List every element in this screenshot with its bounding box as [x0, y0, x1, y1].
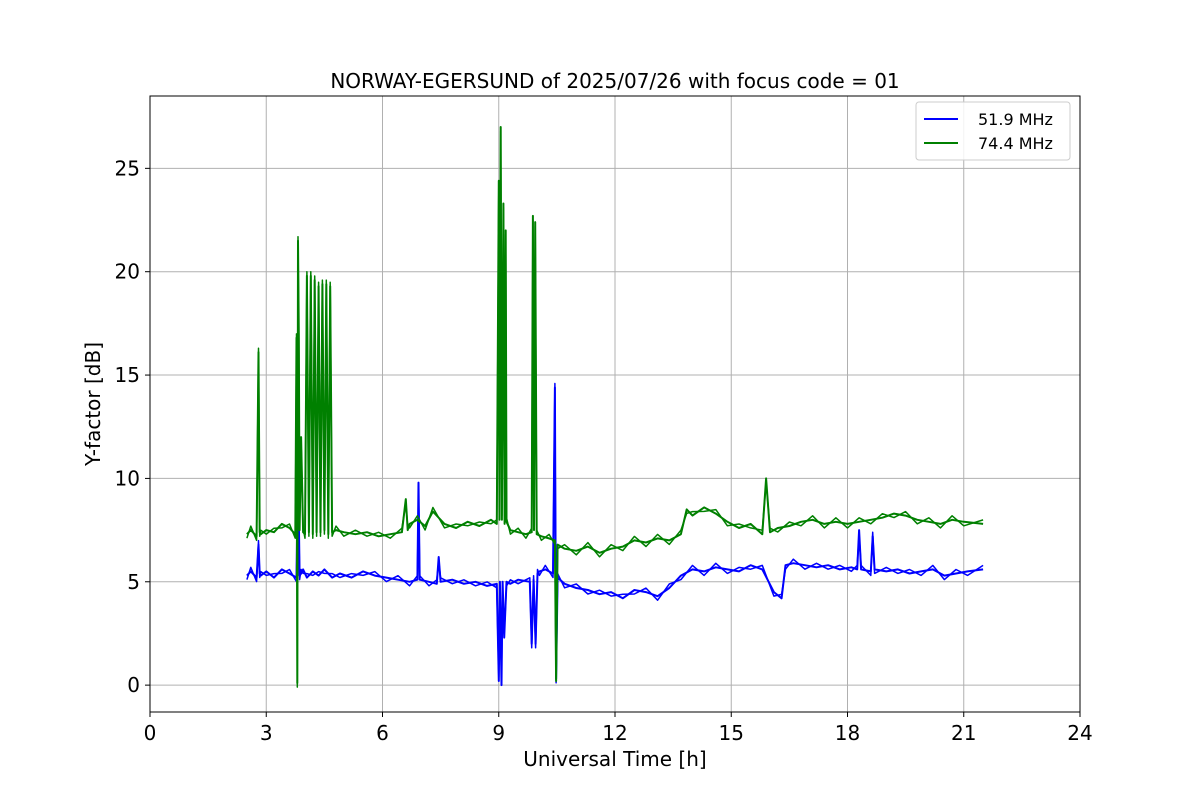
x-tick-label: 12 — [602, 721, 627, 745]
y-tick-label: 10 — [115, 466, 140, 490]
y-tick-label: 15 — [115, 363, 140, 387]
x-tick-label: 15 — [719, 721, 744, 745]
chart-title: NORWAY-EGERSUND of 2025/07/26 with focus… — [330, 69, 899, 93]
legend-entry-1: 51.9 MHz — [978, 110, 1053, 129]
legend-entry-2: 74.4 MHz — [978, 134, 1053, 153]
series-noise-1 — [246, 382, 984, 684]
x-axis-label: Universal Time [h] — [523, 747, 706, 771]
series-layer — [246, 126, 984, 688]
y-tick-label: 25 — [115, 156, 140, 180]
legend-box — [915, 101, 1071, 161]
x-tick-label: 9 — [492, 721, 505, 745]
legend: 51.9 MHz 74.4 MHz — [915, 101, 1071, 161]
x-tick-label: 0 — [144, 721, 157, 745]
x-tick-label: 24 — [1067, 721, 1092, 745]
y-tick-label: 0 — [127, 673, 140, 697]
x-tick-label: 21 — [951, 721, 976, 745]
y-axis-label: Y-factor [dB] — [81, 342, 105, 467]
y-tick-label: 20 — [115, 260, 140, 284]
x-tick-label: 3 — [260, 721, 273, 745]
y-tick-label: 5 — [127, 570, 140, 594]
ticks: 0 3 6 9 12 15 18 21 24 0 5 10 15 20 25 — [115, 156, 1093, 745]
x-tick-label: 6 — [376, 721, 389, 745]
series-noise-2 — [246, 130, 984, 688]
x-tick-label: 18 — [835, 721, 860, 745]
